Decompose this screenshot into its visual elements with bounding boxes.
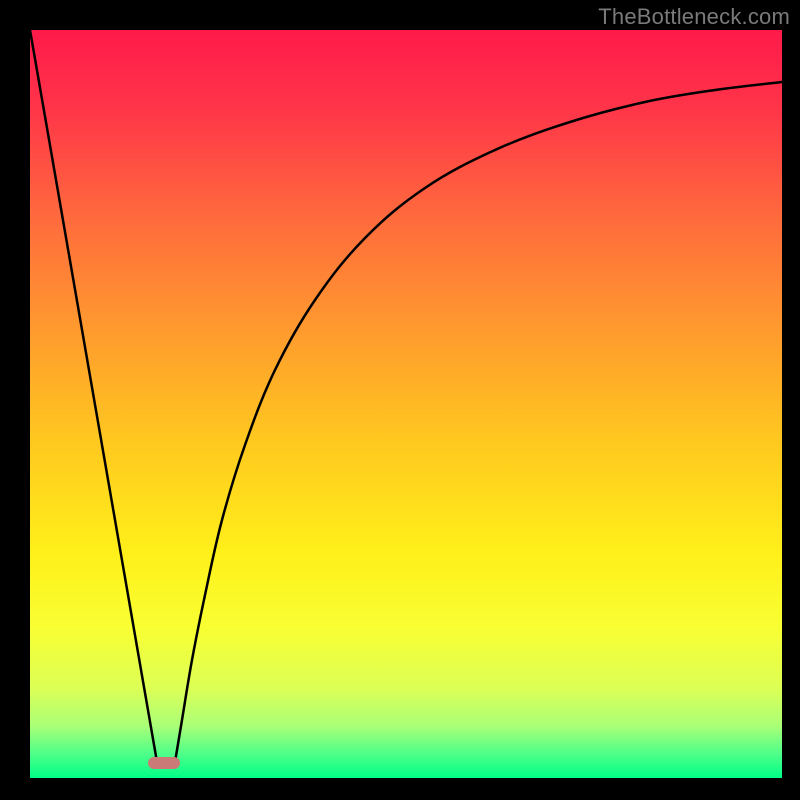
chart-stage: TheBottleneck.com xyxy=(0,0,800,800)
bottleneck-chart xyxy=(0,0,800,800)
optimal-marker xyxy=(148,757,180,769)
watermark-text: TheBottleneck.com xyxy=(598,4,790,30)
gradient-background xyxy=(30,30,782,778)
